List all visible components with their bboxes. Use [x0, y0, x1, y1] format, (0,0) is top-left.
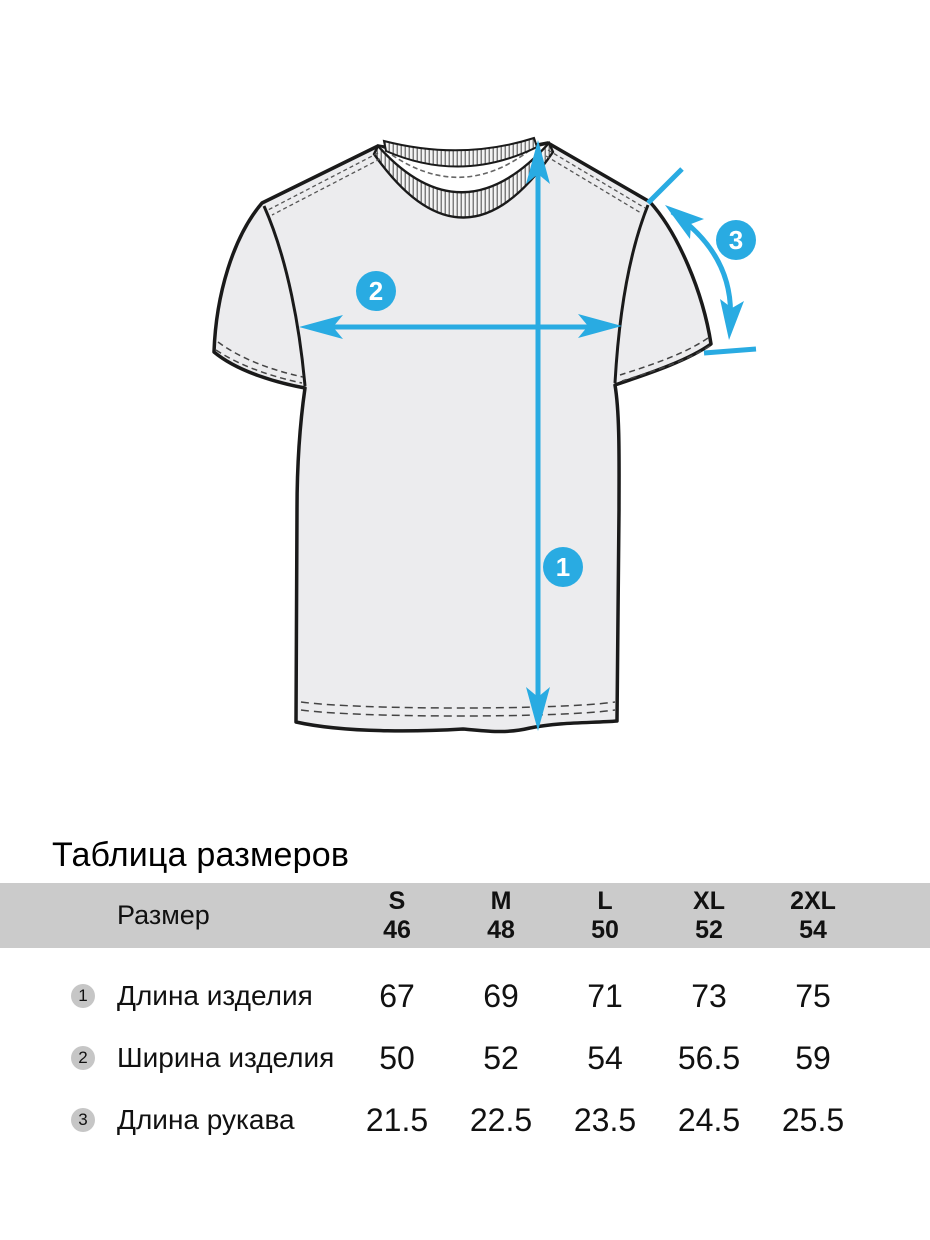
left-sleeve-hem-stitch — [217, 341, 304, 378]
size-letter: XL — [693, 887, 725, 915]
bottom-hem-stitch — [300, 701, 616, 709]
size-table-header: Размер S 46 M 48 L 50 XL 52 2XL 54 — [0, 883, 930, 948]
bottom-hem-stitch-2 — [300, 709, 616, 717]
left-sleeve-seam — [262, 205, 307, 387]
row-num-badge: 2 — [71, 1046, 95, 1070]
cell-value: 50 — [379, 1039, 415, 1076]
sleeve-tick-bottom — [703, 346, 757, 356]
row-label: Длина изделия — [117, 980, 313, 1011]
left-sleeve-hem-stitch-2 — [215, 349, 303, 384]
row-label: Длина рукава — [117, 1104, 295, 1135]
cell-value: 25.5 — [781, 1101, 845, 1138]
cell-value: 22.5 — [469, 1101, 533, 1138]
size-col-2xl: 2XL 54 — [761, 887, 865, 944]
tshirt-diagram — [212, 136, 757, 734]
size-letter: M — [490, 887, 512, 915]
row-num-badge: 1 — [71, 984, 95, 1008]
length-arrow — [526, 140, 550, 731]
cell-value: 21.5 — [365, 1101, 429, 1138]
size-number: 54 — [799, 915, 827, 944]
cell-value: 71 — [587, 977, 623, 1014]
size-col-l: L 50 — [553, 887, 657, 944]
size-table-body: 1 Длина изделия 67 69 71 73 75 2 Ширина … — [0, 948, 930, 1151]
measure-badge-1: 1 — [543, 547, 583, 587]
size-col-s: S 46 — [345, 887, 449, 944]
cell-value: 59 — [795, 1039, 831, 1076]
size-letter: S — [388, 887, 406, 915]
tshirt-outline — [212, 141, 713, 734]
cell-value: 73 — [691, 977, 727, 1014]
size-number: 52 — [695, 915, 723, 944]
cell-value: 69 — [483, 977, 519, 1014]
collar-front-band — [372, 140, 555, 219]
row-num-badge: 3 — [71, 1108, 95, 1132]
right-sleeve-seam — [613, 204, 650, 384]
table-row-length: 1 Длина изделия 67 69 71 73 75 — [0, 965, 930, 1027]
cell-value: 75 — [795, 977, 831, 1014]
table-row-sleeve: 3 Длина рукава 21.5 22.5 23.5 24.5 25.5 — [0, 1089, 930, 1151]
right-shoulder-stitch — [547, 149, 646, 209]
sleeve-arrow — [646, 167, 757, 356]
size-number: 48 — [487, 915, 515, 944]
size-col-xl: XL 52 — [657, 887, 761, 944]
cell-value: 23.5 — [573, 1101, 637, 1138]
row-label: Ширина изделия — [117, 1042, 335, 1073]
right-sleeve-hem-stitch-2 — [621, 345, 711, 382]
size-col-m: M 48 — [449, 887, 553, 944]
cell-value: 52 — [483, 1039, 519, 1076]
left-shoulder-stitch-2 — [271, 158, 381, 216]
size-number: 46 — [383, 915, 411, 944]
size-column-label: Размер — [117, 900, 210, 930]
neck-opening — [380, 144, 548, 193]
measure-badge-2: 2 — [356, 271, 396, 311]
size-table-title: Таблица размеров — [52, 836, 350, 874]
size-number: 50 — [591, 915, 619, 944]
table-row-width: 2 Ширина изделия 50 52 54 56.5 59 — [0, 1027, 930, 1089]
cell-value: 54 — [587, 1039, 623, 1076]
cell-value: 56.5 — [677, 1039, 741, 1076]
cell-value: 67 — [379, 977, 415, 1014]
width-arrow — [299, 314, 622, 339]
right-shoulder-stitch-2 — [545, 155, 642, 214]
neck-inner-stitch — [391, 149, 531, 179]
size-letter: 2XL — [790, 887, 836, 915]
measure-badge-3: 3 — [716, 220, 756, 260]
sleeve-tick-top — [646, 167, 684, 205]
size-letter: L — [597, 887, 613, 915]
cell-value: 24.5 — [677, 1101, 741, 1138]
